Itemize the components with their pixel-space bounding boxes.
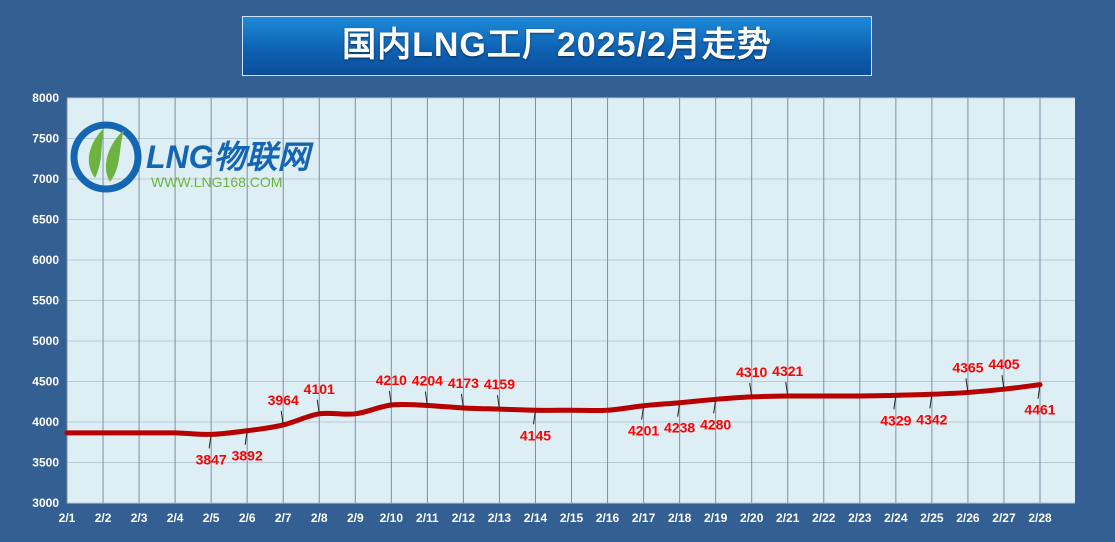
x-tick-label: 2/11: [416, 511, 439, 525]
data-label: 4321: [772, 363, 803, 379]
label-leader: [244, 430, 248, 445]
x-tick-label: 2/2: [95, 511, 112, 525]
grid: [66, 97, 1075, 504]
x-tick-label: 2/17: [632, 511, 656, 525]
x-tick-label: 2/9: [347, 511, 364, 525]
x-tick-label: 2/24: [884, 511, 908, 525]
logo-url: WWW.LNG168.COM: [151, 174, 282, 190]
chart-title: 国内LNG工厂2025/2月走势: [242, 16, 872, 76]
data-label: 4310: [736, 364, 767, 380]
lng-logo: LNG物联网 WWW.LNG168.COM: [70, 121, 315, 193]
x-tick-label: 2/4: [167, 511, 184, 525]
label-leader: [641, 405, 645, 420]
data-label: 4280: [700, 416, 731, 432]
label-leader: [749, 382, 753, 397]
x-axis: 2/1 2/2 2/3 2/4 2/5 2/6 2/7 2/8 2/9 2/10 2/11 2/12 2…: [59, 511, 1052, 525]
x-tick-label: 2/27: [992, 511, 1016, 525]
label-leader: [388, 390, 392, 406]
label-leader: [965, 378, 969, 393]
x-tick-label: 2/5: [203, 511, 220, 525]
x-tick-label: 2/19: [704, 511, 728, 525]
x-tick-label: 2/21: [776, 511, 800, 525]
x-tick-label: 2/8: [311, 511, 328, 525]
y-tick-label: 4000: [32, 415, 59, 429]
data-label: 4461: [1024, 402, 1055, 418]
x-tick-label: 2/28: [1028, 511, 1052, 525]
y-tick-label: 8000: [32, 91, 59, 105]
x-tick-label: 2/20: [740, 511, 764, 525]
label-leader: [1037, 384, 1041, 399]
x-tick-label: 2/6: [239, 511, 256, 525]
series-line: [64, 382, 1043, 437]
data-label: 3964: [268, 392, 299, 408]
y-tick-label: 5500: [32, 294, 59, 308]
label-leader: [208, 434, 212, 449]
y-tick-label: 7000: [32, 172, 59, 186]
data-label: 4238: [664, 420, 695, 436]
logo-emblem-icon: [70, 121, 142, 193]
label-leader: [460, 393, 464, 409]
label-leader: [785, 381, 789, 397]
x-tick-label: 2/26: [956, 511, 980, 525]
data-label: 4342: [916, 411, 947, 427]
x-tick-label: 2/18: [668, 511, 692, 525]
label-leader: [893, 395, 897, 410]
y-tick-label: 7500: [32, 132, 59, 146]
y-tick-label: 4500: [32, 375, 59, 389]
label-leader: [929, 394, 933, 409]
data-labels: 3847 3892 3964 4101 4210 4204 4173 4159 4145 4201…: [196, 356, 1056, 467]
label-leader: [316, 399, 320, 414]
data-label: 4145: [520, 427, 551, 443]
x-tick-label: 2/22: [812, 511, 836, 525]
x-tick-label: 2/3: [131, 511, 148, 525]
label-leader: [713, 399, 717, 414]
data-label: 3847: [196, 451, 227, 467]
label-leader: [424, 391, 428, 406]
x-tick-label: 2/10: [380, 511, 404, 525]
y-tick-label: 3500: [32, 456, 59, 470]
x-tick-label: 2/7: [275, 511, 292, 525]
x-tick-label: 2/25: [920, 511, 944, 525]
data-label: 3892: [232, 448, 263, 464]
data-label: 4101: [304, 381, 335, 397]
x-tick-label: 2/23: [848, 511, 872, 525]
data-label: 4204: [412, 372, 443, 388]
label-leader: [280, 410, 284, 425]
data-label: 4159: [484, 376, 515, 392]
label-leader: [1001, 375, 1005, 390]
y-tick-label: 6500: [32, 213, 59, 227]
x-tick-label: 2/15: [560, 511, 584, 525]
logo-brand: LNG物联网: [146, 139, 315, 175]
x-tick-label: 2/13: [488, 511, 512, 525]
x-tick-label: 2/14: [524, 511, 548, 525]
label-leader: [677, 402, 681, 417]
data-label: 4405: [988, 356, 1019, 372]
y-tick-label: 6000: [32, 253, 59, 267]
x-tick-label: 2/1: [59, 511, 76, 525]
y-axis: 3000 3500 4000 4500 5000 5500 6000 6500 7000 7500…: [32, 91, 59, 510]
data-label: 4173: [448, 375, 479, 391]
data-label: 4365: [952, 359, 983, 375]
x-tick-label: 2/12: [452, 511, 476, 525]
y-tick-label: 3000: [32, 496, 59, 510]
y-tick-label: 5000: [32, 334, 59, 348]
data-label: 4329: [880, 412, 911, 428]
data-label: 4210: [376, 372, 407, 388]
label-leader: [496, 395, 500, 410]
x-tick-label: 2/16: [596, 511, 620, 525]
label-leader: [532, 410, 536, 425]
data-label: 4201: [628, 423, 659, 439]
